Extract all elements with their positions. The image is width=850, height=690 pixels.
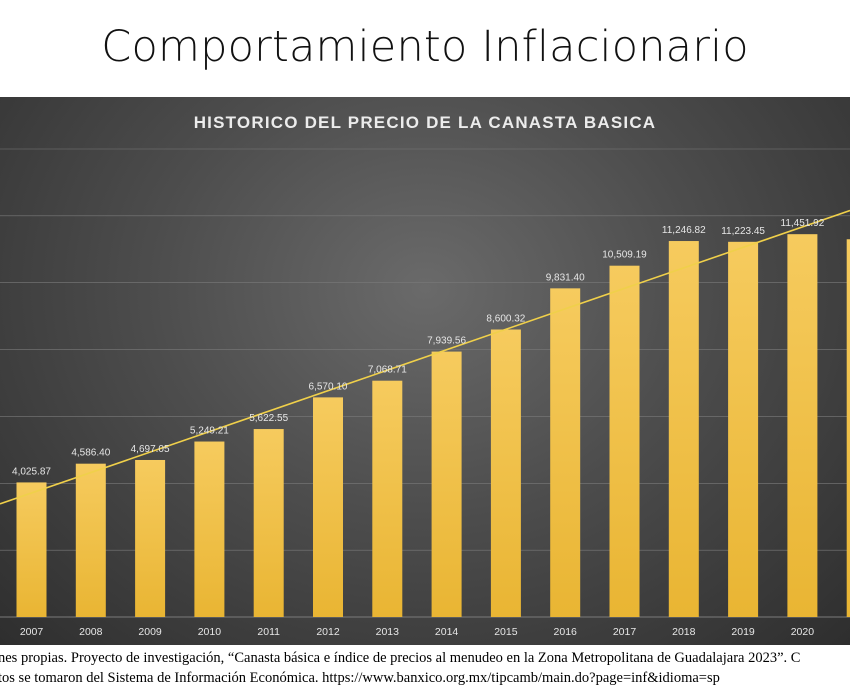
slide-title: Comportamiento Inflacionario <box>101 22 749 72</box>
gridlines <box>0 148 850 618</box>
x-tick-label: 2017 <box>613 626 637 638</box>
bar <box>313 397 343 617</box>
data-label: 6,570.10 <box>309 381 348 392</box>
bar <box>372 380 403 617</box>
source-line-2: tos se tomaron del Sistema de Informació… <box>0 670 720 686</box>
data-labels: 4,025.87 4,586.40 4,697.05 5,249.21 5,622.55… <box>12 218 825 477</box>
bar <box>253 429 284 617</box>
data-label: 7,068.71 <box>368 365 407 376</box>
bar <box>609 265 640 617</box>
x-tick-label: 2008 <box>79 626 103 638</box>
x-tick-label: 2009 <box>138 626 162 638</box>
bar <box>135 459 166 617</box>
data-label: 7,939.56 <box>427 336 466 347</box>
chart-title: HISTORICO DEL PRECIO DE LA CANASTA BASIC… <box>193 113 657 132</box>
bar <box>787 234 818 617</box>
data-label: 4,025.87 <box>12 466 51 477</box>
bar <box>16 482 47 617</box>
bar-chart: 4,025.87 4,586.40 4,697.05 5,249.21 5,622.55… <box>0 148 850 638</box>
bar <box>728 241 759 617</box>
trendline <box>0 209 850 505</box>
x-tick-label: 2014 <box>435 626 459 638</box>
x-tick-label: 2019 <box>731 626 755 638</box>
bar <box>668 241 699 617</box>
bar <box>490 329 521 617</box>
data-label: 4,586.40 <box>71 448 110 459</box>
data-label: 9,831.40 <box>546 272 585 283</box>
bar <box>194 441 225 617</box>
data-label: 8,600.32 <box>486 314 525 325</box>
data-label: 10,509.19 <box>602 250 647 261</box>
bar <box>431 351 462 617</box>
bar-series <box>16 234 850 617</box>
bar <box>550 288 581 617</box>
data-label: 5,249.21 <box>190 426 229 437</box>
trendline-layer <box>0 209 850 505</box>
x-tick-label: 2016 <box>554 626 578 638</box>
data-label: 4,697.05 <box>131 444 170 455</box>
x-tick-label: 2007 <box>20 626 44 638</box>
source-line-1: nes propias. Proyecto de investigación, … <box>0 650 801 666</box>
x-tick-label: 2020 <box>791 626 815 638</box>
bar <box>75 463 106 617</box>
source-note: nes propias. Proyecto de investigación, … <box>0 648 850 688</box>
x-tick-label: 2012 <box>316 626 340 638</box>
data-label: 11,246.82 <box>662 225 706 236</box>
x-tick-label: 2015 <box>494 626 518 638</box>
data-label: 11,223.45 <box>721 226 765 237</box>
bar <box>846 239 850 617</box>
chart-panel: 4,025.87 4,586.40 4,697.05 5,249.21 5,622.55… <box>0 97 850 645</box>
x-tick-label: 2010 <box>198 626 222 638</box>
x-tick-label: 2013 <box>376 626 400 638</box>
x-tick-label: 2018 <box>672 626 696 638</box>
data-label: 5,622.55 <box>249 413 288 424</box>
x-axis-ticks: 2007 2008 2009 2010 2011 2012 2013 2014 2015 2016… <box>20 626 814 638</box>
data-label: 11,451.92 <box>781 218 825 229</box>
x-tick-label: 2011 <box>257 626 280 638</box>
